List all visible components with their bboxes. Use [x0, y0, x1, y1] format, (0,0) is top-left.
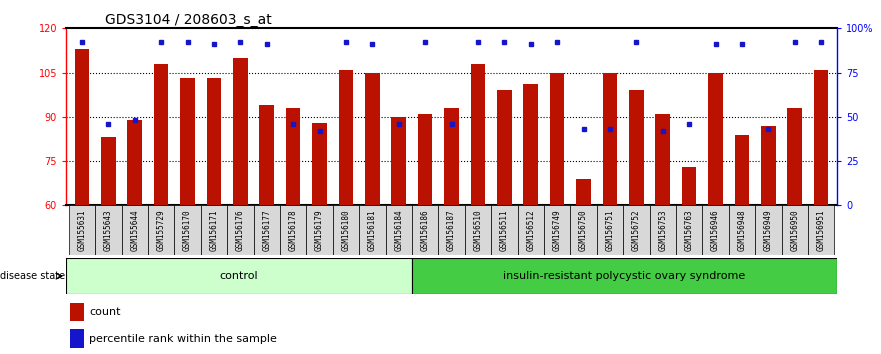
Bar	[128, 120, 142, 205]
Bar	[285, 108, 300, 205]
Bar	[254, 205, 280, 255]
Bar	[444, 108, 459, 205]
Bar	[333, 205, 359, 255]
Text: GSM155643: GSM155643	[104, 209, 113, 251]
Bar	[491, 205, 517, 255]
Bar	[814, 70, 828, 205]
Text: count: count	[89, 307, 121, 317]
Text: GSM156178: GSM156178	[289, 209, 298, 251]
Bar	[523, 84, 538, 205]
Bar	[181, 79, 195, 205]
Text: GSM156171: GSM156171	[210, 209, 218, 251]
Bar	[702, 205, 729, 255]
Bar	[570, 205, 596, 255]
Bar	[550, 73, 565, 205]
Bar	[781, 205, 808, 255]
Bar	[70, 303, 84, 321]
Bar	[544, 205, 570, 255]
Bar	[148, 205, 174, 255]
Text: GSM155729: GSM155729	[157, 209, 166, 251]
Text: GSM156763: GSM156763	[685, 209, 693, 251]
Bar	[154, 64, 168, 205]
Text: GSM156753: GSM156753	[658, 209, 667, 251]
Bar	[411, 258, 837, 294]
Bar	[755, 205, 781, 255]
Bar	[708, 73, 722, 205]
Bar	[280, 205, 307, 255]
Bar	[70, 329, 84, 348]
Text: GSM156512: GSM156512	[526, 209, 536, 251]
Bar	[359, 205, 386, 255]
Bar	[95, 205, 122, 255]
Text: GSM156177: GSM156177	[263, 209, 271, 251]
Text: GSM156510: GSM156510	[473, 209, 483, 251]
Text: GSM156946: GSM156946	[711, 209, 720, 251]
Bar	[227, 205, 254, 255]
Bar	[207, 79, 221, 205]
Text: GDS3104 / 208603_s_at: GDS3104 / 208603_s_at	[105, 13, 271, 27]
Bar	[75, 49, 89, 205]
Text: GSM156184: GSM156184	[394, 209, 403, 251]
Bar	[761, 126, 775, 205]
Bar	[418, 114, 433, 205]
Bar	[365, 73, 380, 205]
Text: disease state: disease state	[1, 271, 65, 281]
Text: GSM155631: GSM155631	[78, 209, 86, 251]
Bar	[808, 205, 834, 255]
Text: GSM156187: GSM156187	[447, 209, 456, 251]
Text: GSM156950: GSM156950	[790, 209, 799, 251]
Bar	[69, 205, 95, 255]
Text: GSM156170: GSM156170	[183, 209, 192, 251]
Bar	[470, 64, 485, 205]
Bar	[576, 179, 591, 205]
Text: GSM156949: GSM156949	[764, 209, 773, 251]
Text: insulin-resistant polycystic ovary syndrome: insulin-resistant polycystic ovary syndr…	[503, 271, 745, 281]
Bar	[101, 137, 115, 205]
Text: GSM156752: GSM156752	[632, 209, 640, 251]
Bar	[655, 114, 670, 205]
Bar	[788, 108, 802, 205]
Text: GSM156948: GSM156948	[737, 209, 746, 251]
Bar	[338, 70, 353, 205]
Text: GSM156751: GSM156751	[605, 209, 614, 251]
Text: GSM156181: GSM156181	[367, 209, 377, 251]
Bar	[412, 205, 439, 255]
Bar	[307, 205, 333, 255]
Bar	[729, 205, 755, 255]
Bar	[623, 205, 649, 255]
Bar	[201, 205, 227, 255]
Bar	[174, 205, 201, 255]
Text: GSM156179: GSM156179	[315, 209, 324, 251]
Bar	[259, 105, 274, 205]
Bar	[66, 258, 411, 294]
Text: GSM155644: GSM155644	[130, 209, 139, 251]
Bar	[596, 205, 623, 255]
Bar	[439, 205, 464, 255]
Bar	[649, 205, 676, 255]
Bar	[386, 205, 412, 255]
Text: GSM156511: GSM156511	[500, 209, 509, 251]
Text: GSM156186: GSM156186	[420, 209, 430, 251]
Bar	[603, 73, 618, 205]
Text: percentile rank within the sample: percentile rank within the sample	[89, 334, 278, 344]
Bar	[122, 205, 148, 255]
Bar	[735, 135, 749, 205]
Bar	[233, 58, 248, 205]
Text: GSM156951: GSM156951	[817, 209, 825, 251]
Bar	[517, 205, 544, 255]
Text: GSM156176: GSM156176	[236, 209, 245, 251]
Text: GSM156180: GSM156180	[342, 209, 351, 251]
Text: GSM156750: GSM156750	[579, 209, 588, 251]
Text: control: control	[219, 271, 258, 281]
Bar	[629, 90, 644, 205]
Bar	[676, 205, 702, 255]
Bar	[312, 123, 327, 205]
Text: GSM156749: GSM156749	[552, 209, 561, 251]
Bar	[682, 167, 696, 205]
Bar	[497, 90, 512, 205]
Bar	[464, 205, 491, 255]
Bar	[391, 117, 406, 205]
